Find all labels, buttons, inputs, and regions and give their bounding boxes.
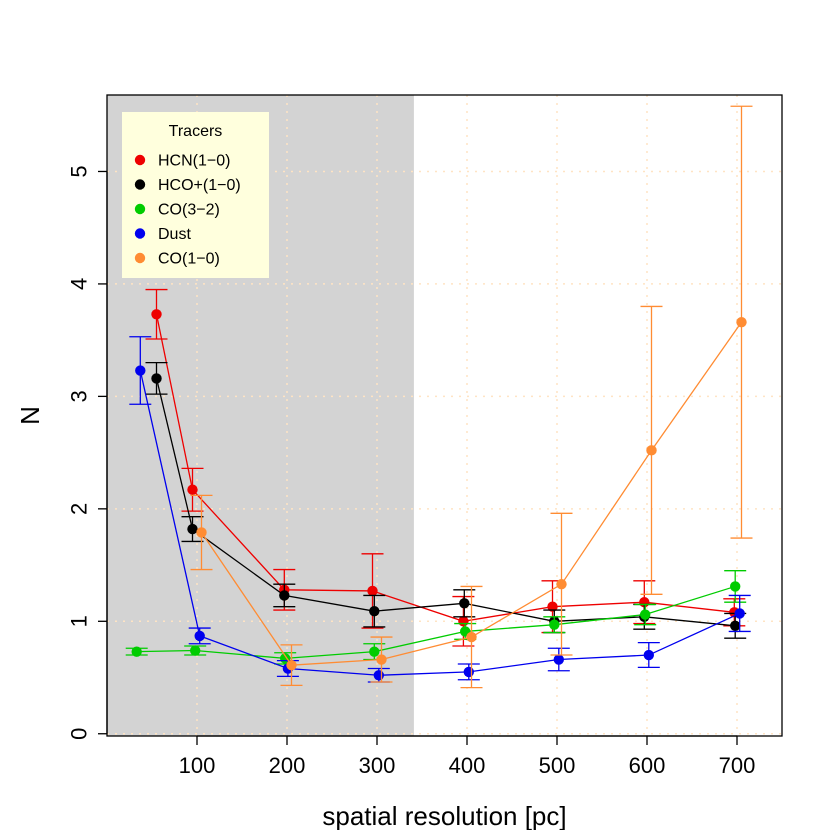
data-point [279,590,290,601]
legend-marker [134,228,146,239]
series-line [136,585,736,660]
series-line [139,370,740,676]
x-tick-label: 600 [629,753,666,778]
legend: Tracers HCN(1−0) HCO+(1−0) CO(3−2) Dust CO(1… [122,112,269,278]
y-axis-label: N [15,406,45,425]
data-point [190,645,201,656]
x-tick-label: 400 [449,753,486,778]
data-point [187,523,198,535]
data-point [466,631,477,643]
data-point [459,598,470,609]
y-tick-label: 3 [67,390,92,402]
data-point [643,649,654,661]
x-tick-label: 300 [359,753,396,778]
legend-box [122,112,269,278]
data-point [369,646,380,657]
data-point [730,620,741,631]
data-point [556,578,567,590]
y-tick-label: 4 [67,278,92,290]
data-point [196,527,207,538]
data-point [376,654,387,665]
y-tick-label: 2 [67,503,92,515]
data-point [640,609,651,620]
data-point [151,373,162,384]
data-point [151,309,162,320]
legend-label: CO(3−2) [158,202,220,219]
legend-marker [134,252,146,264]
data-point [373,670,384,681]
data-point [187,484,198,495]
y-tick-label: 0 [67,728,92,740]
data-point [553,654,564,665]
data-point [131,646,142,657]
data-point [369,605,380,617]
legend-label: HCO+(1−0) [158,177,241,194]
legend-entries: HCN(1−0) HCO+(1−0) CO(3−2) Dust CO(1−0) [134,153,241,268]
legend-marker [134,154,146,166]
data-point [286,659,297,671]
series-line [155,378,736,627]
legend-label: CO(1−0) [158,251,220,268]
x-tick-label: 200 [269,753,306,778]
legend-marker [134,203,146,215]
x-axis-label: spatial resolution [pc] [322,801,566,830]
data-point [547,601,558,612]
series-4 [190,105,753,689]
series-layer [125,105,753,689]
data-point [463,666,474,678]
x-tick-label: 700 [719,753,756,778]
data-point [734,608,745,619]
legend-label: HCN(1−0) [158,153,230,170]
series-2 [125,570,747,665]
y-tick-label: 1 [67,615,92,627]
data-point [549,619,560,630]
data-point [194,630,205,642]
x-tick-label: 100 [179,753,216,778]
data-point [736,316,747,328]
y-tick-label: 5 [67,165,92,177]
x-tick-label: 500 [539,753,576,778]
legend-label: Dust [158,226,191,243]
data-point [646,445,657,456]
legend-marker [134,179,146,190]
legend-title: Tracers [169,123,223,140]
data-point [458,616,469,627]
data-point [730,581,741,592]
axes: 100 200 300 400 500 600 700 0 1 2 3 4 5 [67,165,756,778]
data-point [367,585,378,597]
series-line [155,314,735,622]
data-point [135,365,146,376]
